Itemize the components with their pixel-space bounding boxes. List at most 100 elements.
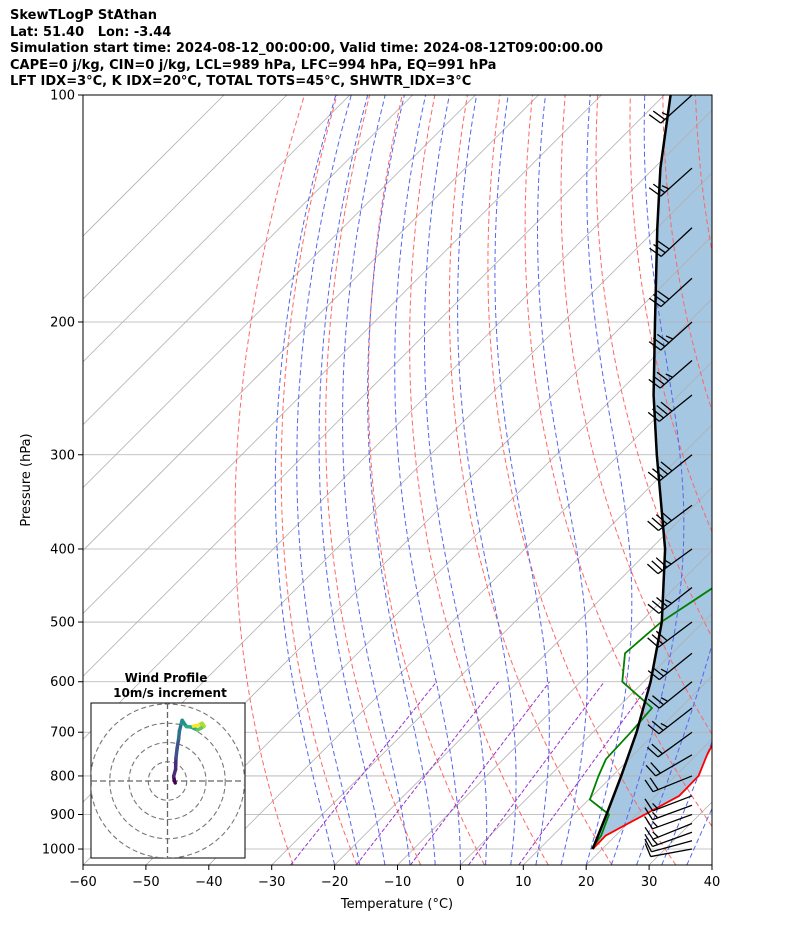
wind-barb-flag <box>644 798 654 812</box>
wind-barb-shaft <box>652 831 693 848</box>
wind-barb-shaft <box>658 707 693 735</box>
wind-barb-shaft <box>658 504 693 532</box>
moist-adiabat <box>686 807 712 865</box>
wind-barb-flag <box>652 183 666 194</box>
x-tick-label: −60 <box>69 875 96 890</box>
wind-barb-flag <box>644 816 654 830</box>
wind-barb <box>644 775 693 793</box>
moist-adiabat <box>585 95 633 865</box>
temperature-profile <box>592 743 712 850</box>
x-tick-label: −40 <box>195 875 222 890</box>
wind-barb-flag <box>646 563 659 575</box>
wind-barb-flag <box>655 630 668 642</box>
y-tick-label: 800 <box>50 769 75 784</box>
wind-barb <box>645 754 693 777</box>
dry-adiabat <box>409 95 549 865</box>
wind-barb-flag <box>651 517 664 528</box>
wind-barb-flag <box>665 373 673 378</box>
moist-adiabat <box>424 95 488 865</box>
mixing-ratio-line <box>468 681 605 865</box>
wind-barb-shaft <box>659 360 693 389</box>
wind-barb-shaft <box>657 548 693 575</box>
y-tick-label: 1000 <box>42 843 75 858</box>
moist-adiabat <box>318 95 386 865</box>
wind-barb <box>644 838 693 853</box>
wind-barb-flag <box>661 185 670 190</box>
wind-barb-shaft <box>652 804 693 821</box>
dry-adiabat <box>595 95 712 639</box>
wind-barb-flag <box>656 596 668 608</box>
wind-barb-flag <box>660 722 668 728</box>
y-axis-label: Pressure (hPa) <box>19 433 34 526</box>
wind-barb-flag <box>664 599 673 604</box>
moist-adiabat <box>274 95 337 865</box>
wind-barb <box>649 227 693 257</box>
wind-barb-flag <box>647 670 660 681</box>
wind-barb-flag <box>660 697 669 702</box>
hodograph-area <box>91 703 245 858</box>
wind-barb-shaft <box>660 277 693 308</box>
y-tick-label: 200 <box>50 315 75 330</box>
wind-barb-shaft <box>658 652 693 681</box>
wind-barb-flag <box>665 335 674 340</box>
moist-adiabat <box>711 863 712 865</box>
moist-adiabat <box>394 95 461 865</box>
x-tick-label: −30 <box>258 875 285 890</box>
wind-barb-flag <box>651 600 664 611</box>
wind-barb-shaft <box>658 587 693 614</box>
wind-barb <box>647 707 693 735</box>
x-tick-label: 0 <box>456 875 464 890</box>
wind-barb-flag <box>651 838 659 846</box>
wind-barb <box>644 822 693 840</box>
wind-barb <box>648 94 693 124</box>
mixing-ratio-line <box>355 681 499 865</box>
moist-adiabat <box>536 95 588 865</box>
dry-adiabat <box>524 95 712 828</box>
wind-barb <box>646 731 693 758</box>
isotherm-line <box>460 612 712 865</box>
dry-adiabat <box>234 95 305 865</box>
wind-barb <box>646 548 693 575</box>
x-tick-label: −10 <box>384 875 411 890</box>
dry-adiabat <box>662 95 712 413</box>
wind-barb-flag <box>652 294 666 304</box>
mixing-ratio-line <box>409 681 550 865</box>
wind-barb-shaft <box>658 454 693 482</box>
wind-barb <box>644 795 693 812</box>
dry-adiabat <box>280 95 358 865</box>
x-tick-label: −20 <box>321 875 348 890</box>
wind-barb-shaft <box>651 840 693 853</box>
wind-barb-shaft <box>652 813 693 830</box>
wind-barb-flag <box>660 461 673 472</box>
wind-barb-flag <box>655 514 668 525</box>
isotherm-line <box>208 361 712 865</box>
dry-adiabat <box>487 95 677 865</box>
wind-barb-shaft <box>658 681 693 709</box>
wind-barb-flag <box>652 695 664 706</box>
wind-barb-flag <box>652 110 666 120</box>
wind-barb-shaft <box>655 754 693 777</box>
wind-barb-flag <box>653 243 666 254</box>
wind-barb <box>647 621 693 648</box>
header-cape-line: CAPE=0 j/kg, CIN=0 j/kg, LCL=989 hPa, LF… <box>10 57 497 73</box>
wind-barb-flag <box>657 240 670 250</box>
wind-barb-shaft <box>650 848 693 858</box>
moist-adiabat <box>610 95 685 865</box>
wind-barb <box>644 831 693 848</box>
y-tick-label: 300 <box>50 448 75 463</box>
wind-barb <box>648 360 693 389</box>
wind-barb-flag <box>651 560 663 571</box>
dewpoint-profile <box>589 587 712 850</box>
moist-adiabat <box>661 740 712 865</box>
wind-barb-flag <box>648 114 662 124</box>
y-tick-label: 600 <box>50 675 75 690</box>
header-location: Lat: 51.40 Lon: -3.44 <box>10 24 172 40</box>
wind-barb-shaft <box>660 167 693 197</box>
wind-barb-flag <box>644 807 654 821</box>
moist-adiabat <box>296 95 361 865</box>
wind-barb-flag <box>656 371 669 382</box>
hodograph-segment <box>191 723 201 728</box>
isotherm-line <box>145 298 712 865</box>
isotherm-line <box>271 424 712 865</box>
wind-barb <box>647 454 693 482</box>
